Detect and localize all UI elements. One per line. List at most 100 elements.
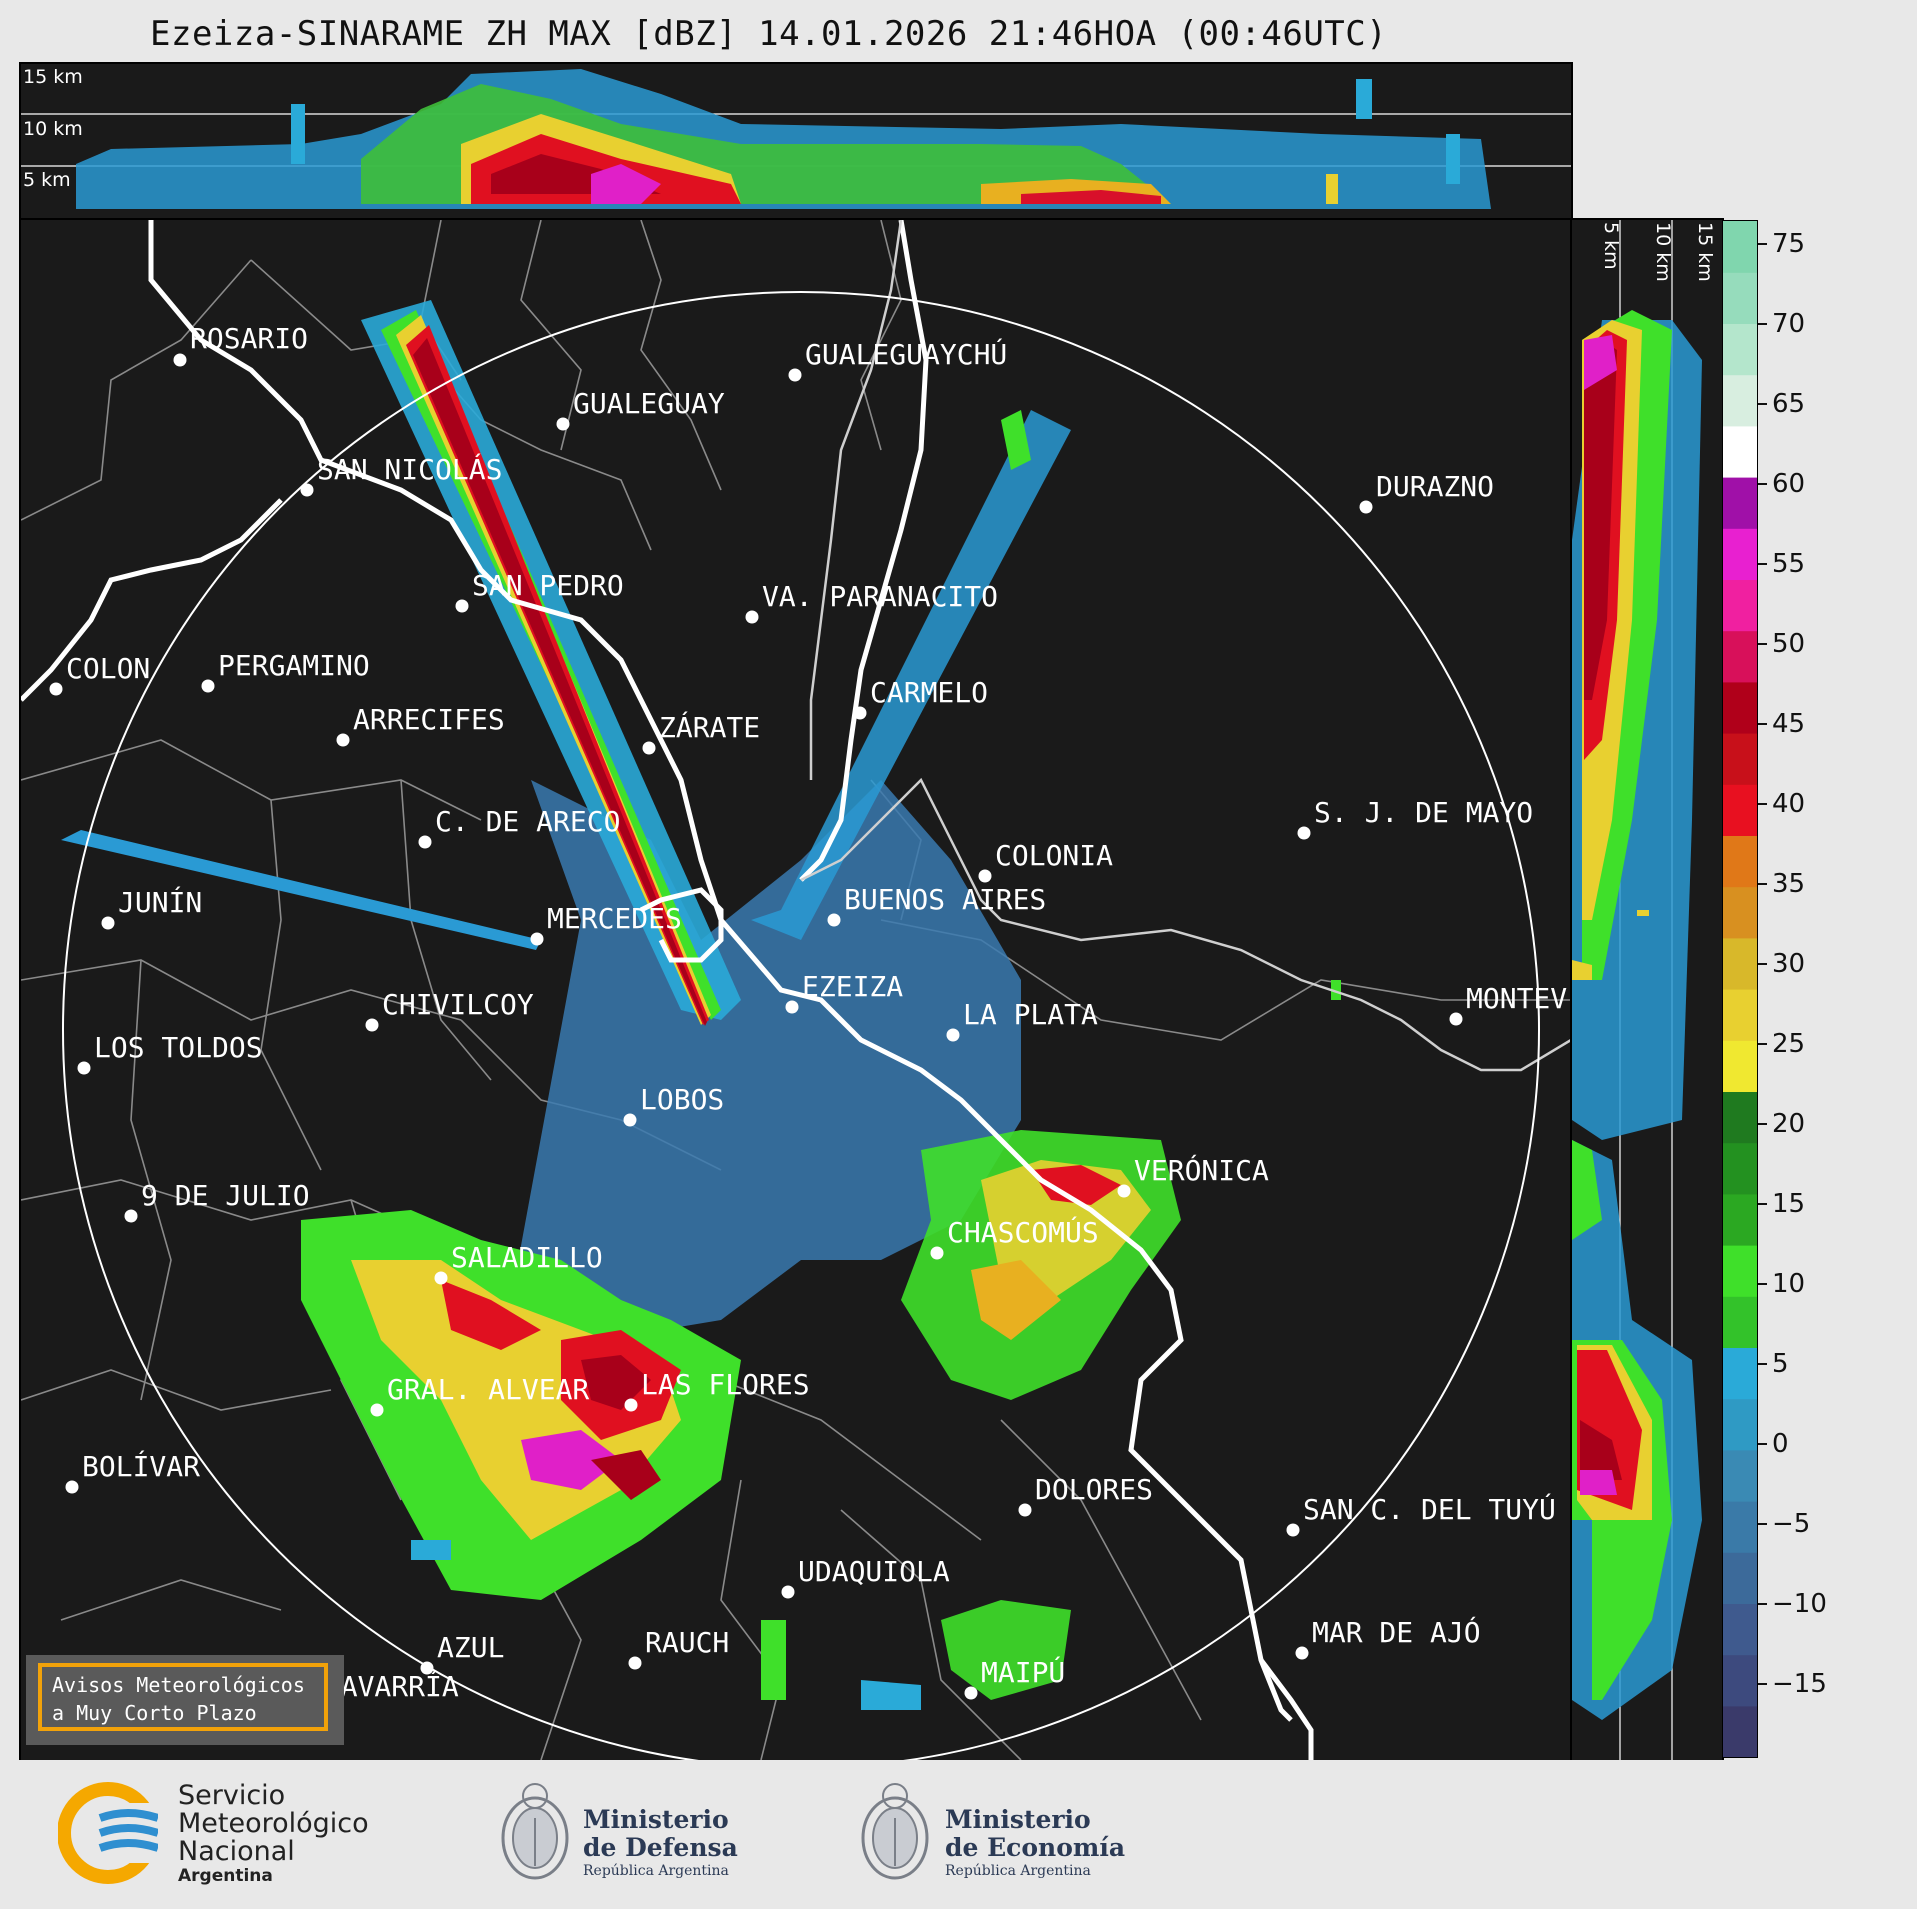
city-label-san-pedro: SAN PEDRO (472, 569, 624, 602)
city-dot-buenos-aires (827, 913, 841, 927)
city-label-bolivar: BOLÍVAR (82, 1450, 201, 1483)
city-dot-chascomus (930, 1246, 944, 1260)
colorbar-segment (1723, 989, 1757, 1041)
warning-box[interactable]: Avisos Meteorológicos a Muy Corto Plazo (26, 1655, 344, 1745)
side-height-label-10km: 10 km (1652, 222, 1674, 282)
colorbar-segment (1723, 374, 1757, 427)
city-label-arrecifes: ARRECIFES (353, 703, 505, 736)
city-dot-va-paranacito (745, 610, 759, 624)
warning-line-2: a Muy Corto Plazo (52, 1701, 257, 1725)
colorbar-segment (1723, 579, 1757, 632)
range-ring (62, 291, 1540, 1760)
colorbar-tick-15 (1758, 1203, 1767, 1205)
warning-box-frame: Avisos Meteorológicos a Muy Corto Plazo (38, 1663, 328, 1731)
colorbar-tick-65 (1758, 403, 1767, 405)
top-height-label-5km: 5 km (23, 169, 71, 191)
city-label-lobos: LOBOS (640, 1083, 725, 1116)
city-dot-los-toldos (77, 1061, 91, 1075)
top-cross-section-panel: 15 km 10 km 5 km (19, 62, 1573, 220)
city-dot-durazno (1359, 500, 1373, 514)
colorbar-tick-30 (1758, 963, 1767, 965)
warning-line-1: Avisos Meteorológicos (52, 1673, 305, 1697)
colorbar-segment (1723, 1552, 1757, 1604)
colorbar-label-15: 15 (1772, 1189, 1806, 1219)
colorbar-label-25: 25 (1772, 1029, 1806, 1059)
colorbar-label-55: 55 (1772, 549, 1806, 579)
city-label-azul: AZUL (437, 1631, 505, 1664)
colorbar-label-40: 40 (1772, 789, 1806, 819)
city-dot-veronica (1117, 1184, 1131, 1198)
colorbar-label-45: 45 (1772, 709, 1806, 739)
city-dot-las-flores (624, 1398, 638, 1412)
colorbar-tick-25 (1758, 1043, 1767, 1045)
side-echo-field (1572, 310, 1702, 1720)
city-dot-mar-de-ajo (1295, 1646, 1309, 1660)
colorbar-segment (1723, 1603, 1757, 1656)
city-label-mercedes: MERCEDES (547, 902, 682, 935)
city-label-gualeguay: GUALEGUAY (573, 387, 725, 420)
city-dot-ezeiza (785, 1000, 799, 1014)
colorbar-label-75: 75 (1772, 229, 1806, 259)
city-label-mar-de-ajo: MAR DE AJÓ (1312, 1616, 1481, 1649)
smn-logo-icon (58, 1782, 158, 1884)
colorbar-label-20: 20 (1772, 1109, 1806, 1139)
defensa-logo-text: Ministerio de Defensa República Argentin… (583, 1806, 738, 1880)
city-label-9-de-julio: 9 DE JULIO (141, 1179, 310, 1212)
colorbar-segment (1723, 681, 1757, 734)
city-dot-bolivar (65, 1480, 79, 1494)
city-dot-dolores (1018, 1503, 1032, 1517)
city-dot-gral-alvear (370, 1403, 384, 1417)
colorbar-tick-0 (1758, 1443, 1767, 1445)
side-height-label-15km: 15 km (1694, 222, 1716, 282)
city-label-buenos-aires: BUENOS AIRES (844, 883, 1047, 916)
colorbar-segment (1723, 323, 1757, 376)
colorbar-segment (1723, 221, 1757, 273)
city-dot-rosario (173, 353, 187, 367)
colorbar-segment (1723, 1449, 1757, 1502)
colorbar-segment (1723, 1193, 1757, 1246)
colorbar-tick-35 (1758, 883, 1767, 885)
colorbar-segment (1723, 937, 1757, 990)
smn-line-4: Argentina (178, 1866, 273, 1886)
city-dot-azul (420, 1661, 434, 1675)
side-cross-section-panel: 5 km 10 km 15 km (1570, 218, 1724, 1762)
top-echo-field (76, 69, 1491, 209)
defensa-line-3: República Argentina (583, 1863, 729, 1879)
economia-line-3: República Argentina (945, 1863, 1091, 1879)
colorbar-label-minus10: −10 (1772, 1589, 1827, 1619)
colorbar-tick-45 (1758, 723, 1767, 725)
page-title: Ezeiza-SINARAME ZH MAX [dBZ] 14.01.2026 … (150, 14, 1388, 54)
city-label-udaquiola: UDAQUIOLA (798, 1555, 950, 1588)
city-label-colon: COLON (66, 652, 151, 685)
colorbar-segment (1723, 477, 1757, 529)
city-dot-mercedes (530, 932, 544, 946)
city-dot-junin (101, 916, 115, 930)
city-label-maipu: MAIPÚ (981, 1656, 1066, 1689)
city-label-san-nicolas: SAN NICOLÁS (317, 453, 503, 486)
defensa-line-1: Ministerio (583, 1805, 729, 1834)
colorbar-segment (1723, 784, 1757, 836)
city-label-chivilcoy: CHIVILCOY (382, 988, 534, 1021)
city-dot-la-plata (946, 1028, 960, 1042)
colorbar-segment (1723, 630, 1757, 683)
city-label-rosario: ROSARIO (190, 322, 309, 355)
colorbar-segment (1723, 1142, 1757, 1195)
city-dot-san-pedro (455, 599, 469, 613)
colorbar-segment (1723, 1296, 1757, 1348)
colorbar-tick-10 (1758, 1283, 1767, 1285)
city-dot-saladillo (434, 1271, 448, 1285)
city-dot-montevideo (1449, 1012, 1463, 1026)
colorbar-segment (1723, 528, 1757, 580)
city-label-san-c-del-tuyu: SAN C. DEL TUYÚ (1303, 1493, 1556, 1526)
city-dot-san-nicolas (300, 483, 314, 497)
coastline (21, 220, 1314, 1760)
smn-line-2: Meteorológico (178, 1808, 369, 1839)
top-height-label-10km: 10 km (23, 118, 83, 140)
colorbar-segment (1723, 1040, 1757, 1092)
city-dot-pergamino (201, 679, 215, 693)
top-height-label-15km: 15 km (23, 66, 83, 88)
colorbar-segment (1723, 1501, 1757, 1553)
colorbar-segment (1723, 835, 1757, 888)
city-label-rauch: RAUCH (645, 1626, 730, 1659)
city-label-montevideo: MONTEV (1466, 982, 1568, 1015)
